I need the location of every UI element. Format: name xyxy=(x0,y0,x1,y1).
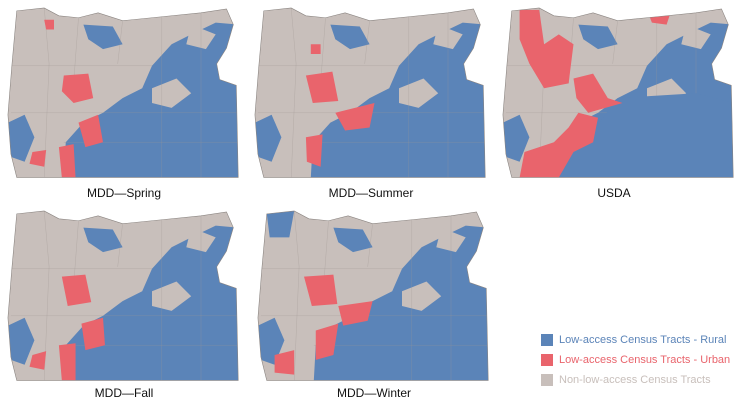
map xyxy=(8,211,238,381)
map xyxy=(503,8,734,178)
legend-swatch xyxy=(541,334,553,346)
map-title: MDD—Spring xyxy=(87,186,161,200)
map-title: MDD—Fall xyxy=(95,386,154,400)
legend-label: Low-access Census Tracts - Rural xyxy=(559,334,727,346)
map-title: MDD—Winter xyxy=(337,386,411,400)
legend: Low-access Census Tracts - Rural Low-acc… xyxy=(541,334,730,386)
map-title: USDA xyxy=(597,186,630,200)
legend-label: Low-access Census Tracts - Urban xyxy=(559,354,730,366)
map xyxy=(8,8,238,178)
map xyxy=(255,8,485,178)
legend-swatch xyxy=(541,354,553,366)
map-title: MDD—Summer xyxy=(329,186,414,200)
legend-label: Non-low-access Census Tracts xyxy=(559,374,711,386)
map xyxy=(258,211,488,381)
legend-swatch xyxy=(541,374,553,386)
